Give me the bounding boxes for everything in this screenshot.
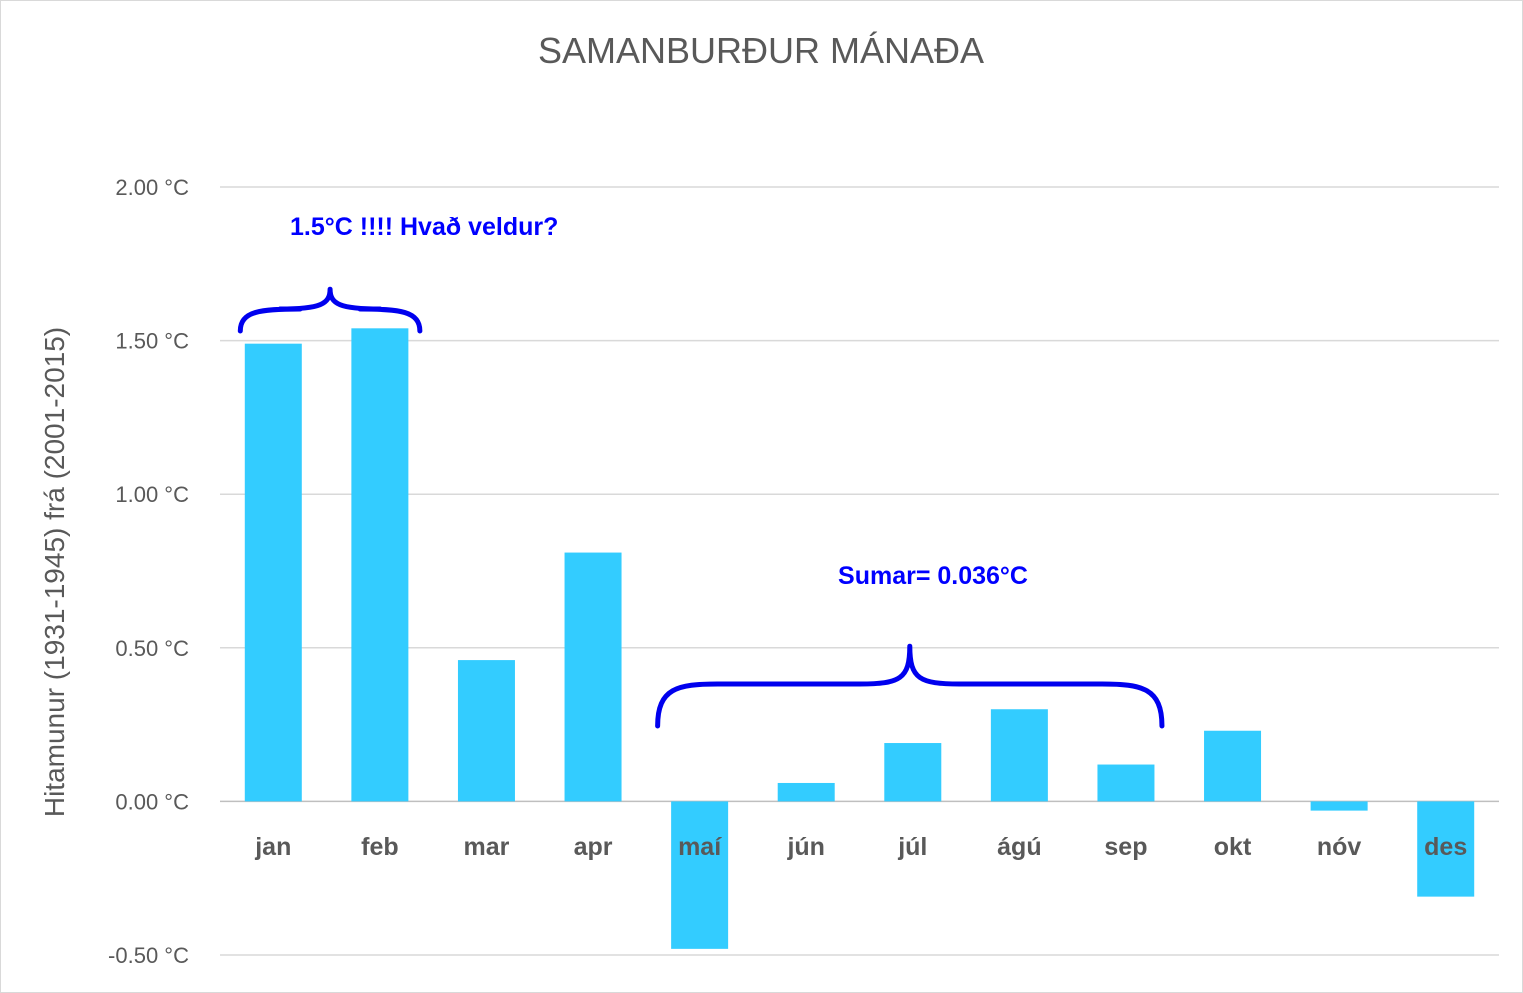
- y-tick-label: 1.00 °C: [115, 482, 189, 507]
- category-label: jún: [786, 833, 825, 861]
- bar-jún: [777, 782, 835, 802]
- y-tick-label: -0.50 °C: [108, 943, 189, 968]
- bar-okt: [1204, 730, 1262, 802]
- annotation-winter: 1.5°C !!!! Hvað veldur?: [290, 213, 558, 241]
- y-axis-label: Hitamunur (1931-1945) frá (2001-2015): [39, 327, 70, 817]
- y-tick-label: 0.00 °C: [115, 789, 189, 814]
- bar-ágú: [990, 709, 1048, 802]
- category-label: júl: [897, 833, 927, 861]
- bar-maí: [671, 801, 729, 949]
- chart-title: SAMANBURÐUR MÁNAÐA: [538, 30, 984, 71]
- annotations: 1.5°C !!!! Hvað veldur? Sumar= 0.036°C: [237, 213, 1165, 729]
- category-label: nóv: [1317, 833, 1362, 861]
- category-label: mar: [464, 833, 510, 861]
- bar-des: [1417, 801, 1475, 897]
- bar-mar: [457, 660, 515, 802]
- annotation-summer: Sumar= 0.036°C: [838, 562, 1028, 590]
- bar-feb: [351, 328, 409, 802]
- bar-jan: [244, 343, 302, 802]
- bars: [244, 328, 1475, 949]
- category-labels: jan feb mar apr maí jún júl ágú sep okt nóv des: [254, 833, 1467, 861]
- category-label: feb: [361, 833, 399, 861]
- category-label: maí: [678, 833, 722, 861]
- category-label: jan: [254, 833, 291, 861]
- gridlines: [220, 186, 1499, 956]
- category-label: apr: [574, 833, 613, 861]
- brace-summer: [655, 643, 1165, 729]
- bar-apr: [564, 552, 622, 802]
- category-label: sep: [1104, 833, 1147, 861]
- y-tick-labels: 2.00 °C 1.50 °C 1.00 °C 0.50 °C 0.00 °C -0.50…: [108, 175, 189, 968]
- y-tick-label: 0.50 °C: [115, 636, 189, 661]
- bar-nóv: [1310, 801, 1368, 811]
- category-label: okt: [1214, 833, 1252, 861]
- bar-sep: [1097, 764, 1155, 802]
- y-tick-label: 2.00 °C: [115, 175, 189, 200]
- category-label: des: [1424, 833, 1467, 861]
- y-tick-label: 1.50 °C: [115, 329, 189, 354]
- brace-jan-feb: [237, 286, 423, 334]
- bar-júl: [884, 743, 942, 802]
- category-label: ágú: [997, 833, 1041, 861]
